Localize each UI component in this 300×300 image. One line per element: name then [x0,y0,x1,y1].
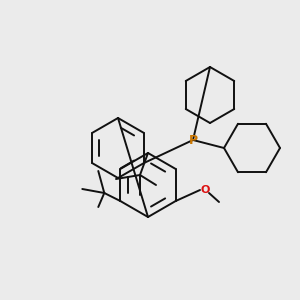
Text: P: P [188,134,198,146]
Text: O: O [200,185,210,195]
